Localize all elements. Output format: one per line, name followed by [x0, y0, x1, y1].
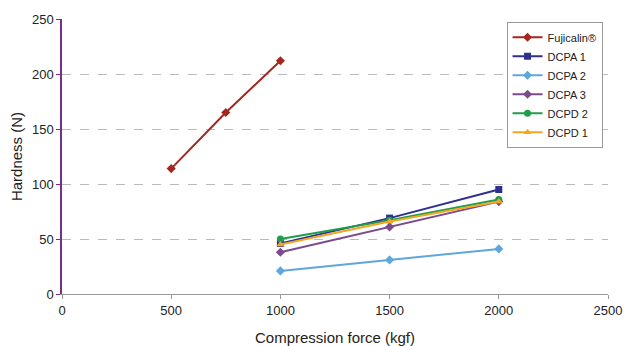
svg-text:150: 150	[32, 122, 54, 137]
svg-text:2000: 2000	[484, 303, 513, 318]
svg-text:1000: 1000	[266, 303, 295, 318]
svg-text:250: 250	[32, 12, 54, 27]
svg-text:200: 200	[32, 67, 54, 82]
svg-text:100: 100	[32, 177, 54, 192]
svg-text:1500: 1500	[375, 303, 404, 318]
svg-text:Fujicalin®: Fujicalin®	[548, 32, 596, 44]
svg-text:0: 0	[46, 287, 53, 302]
svg-text:Compression force (kgf): Compression force (kgf)	[255, 329, 415, 346]
svg-text:DCPA 1: DCPA 1	[548, 51, 586, 63]
svg-text:DCPA 2: DCPA 2	[548, 70, 586, 82]
svg-text:DCPD 2: DCPD 2	[548, 108, 588, 120]
svg-text:DCPD 1: DCPD 1	[548, 127, 588, 139]
svg-text:DCPA 3: DCPA 3	[548, 89, 586, 101]
svg-text:2500: 2500	[594, 303, 623, 318]
svg-text:0: 0	[58, 303, 65, 318]
svg-text:500: 500	[160, 303, 182, 318]
svg-text:Hardness (N): Hardness (N)	[8, 112, 25, 201]
svg-text:50: 50	[39, 232, 53, 247]
